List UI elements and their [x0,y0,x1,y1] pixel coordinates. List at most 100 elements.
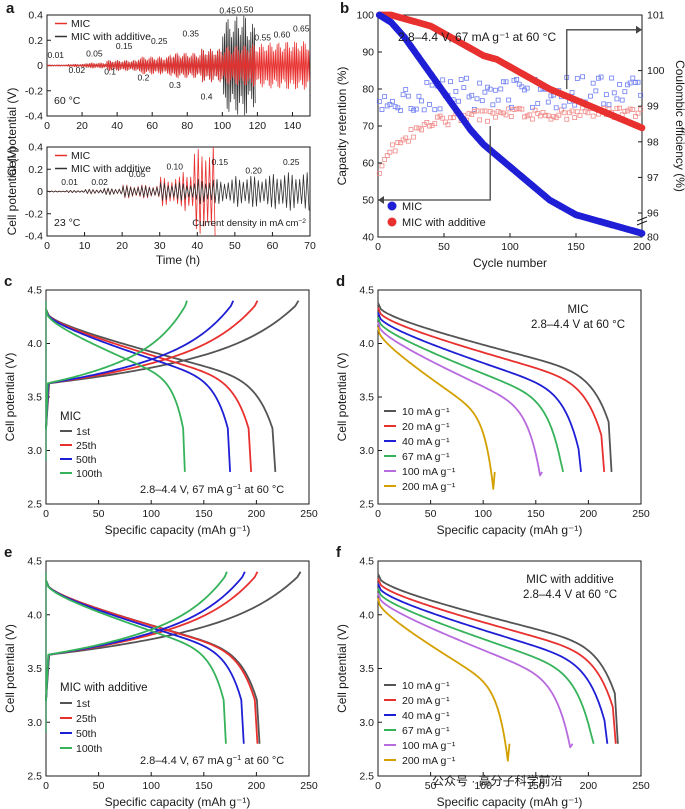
ce-point-additive [585,110,591,116]
ce-point-mic [413,106,419,112]
ce-point-additive [564,116,570,122]
ce-point-additive [582,108,588,114]
ce-point-mic [411,107,417,113]
x-tick-label: 100 [474,508,492,520]
ce-point-additive [627,106,633,112]
x-axis-title: Specific capacity (mAh g⁻¹) [437,795,583,809]
y-tick-label: 3.5 [27,663,42,675]
ce-point-additive [559,107,564,113]
legend-label: 200 mA g⁻¹ [402,481,456,493]
current-density-label: 0.65 [293,23,310,33]
x-tick-label: 150 [567,241,585,253]
current-density-label: 0.50 [237,4,254,14]
ce-point-additive [635,110,641,116]
retention-point-mic [638,229,646,237]
legend-label: 10 mA g⁻¹ [402,406,450,418]
ce-point-mic [424,79,430,85]
ce-point-mic [627,80,633,86]
arrowhead [378,196,384,204]
ce-point-mic [379,107,385,112]
retention-point-additive [638,124,646,132]
y-tick-label: 50 [362,195,374,207]
charge-curve [45,571,228,701]
ce-point-additive [432,121,438,126]
y-tick-label: 100 [356,10,374,22]
ce-point-additive [614,106,620,112]
legend-label: MIC with additive [71,31,151,43]
x-tick-label: 200 [248,780,266,792]
ce-point-mic [392,104,398,110]
legend-label: 1st [76,698,90,710]
x-tick-label: 50 [425,780,437,792]
x-tick-label: 250 [300,780,318,792]
current-density-label: 0.55 [254,32,271,42]
ce-point-additive [511,106,517,112]
y-axis-title: Cell potential (V) [3,624,17,713]
y2-tick-label: 96 [647,208,659,220]
current-density-label: 0.25 [283,157,300,167]
x-tick-label: 40 [111,120,123,132]
y-tick-label: 2.5 [27,499,42,511]
d-axes: 0 50 100 150 200 250 2.5 3.0 3.5 4.0 4.5 [359,285,650,521]
axis-break [636,216,648,226]
discharge-curve [377,592,574,749]
x-tick-label: 250 [632,780,650,792]
ce-point-additive [440,115,446,121]
x-tick-label: 150 [527,508,545,520]
current-density-label: 0.35 [182,28,199,38]
ce-point-mic [482,89,488,95]
legend-label: MIC with additive [402,217,486,229]
current-density-label: 0.20 [245,166,262,176]
panel-letter-f: f [336,544,342,561]
ce-point-mic [403,87,409,92]
ce-point-mic [500,79,506,85]
ce-point-mic [569,90,575,95]
ce-point-additive [633,113,638,119]
current-density-label: 0.15 [212,157,229,167]
ce-point-additive [419,127,424,133]
legend-label: 67 mA g⁻¹ [402,725,450,737]
ce-point-additive [527,112,533,118]
ce-point-additive [590,113,596,119]
legend-label: MIC [71,18,91,30]
x-tick-label: 80 [181,120,193,132]
x-tick-label: 0 [375,780,381,792]
ce-point-mic [387,102,393,107]
ce-point-mic [487,86,493,92]
ce-point-mic [503,79,509,85]
ce-point-mic [603,92,609,98]
ce-point-additive [387,149,393,155]
legend-label: MIC with additive [71,163,151,175]
discharge-curve [45,580,245,744]
ce-point-mic [405,93,411,99]
a_top-axes: 0 20 40 60 80 100 120 140 -0.4 -0.2 0 0.2 0.4 [25,10,311,132]
legend-label: 20 mA g⁻¹ [402,695,450,707]
y-tick-label: 4.5 [359,285,374,297]
current-density-note: Current density in mA cm−2 [192,218,306,230]
y-tick-label: 70 [362,121,374,133]
b-series [375,11,646,237]
current-density-label: 0.05 [129,169,146,179]
legend-marker [387,201,397,211]
current-density-label: 0.01 [61,177,78,187]
x-tick-label: 100 [501,241,519,253]
temperature-label: 23 °C [54,217,81,229]
ce-point-mic [638,92,644,98]
ce-point-additive [524,113,530,119]
x-tick-label: 250 [632,508,650,520]
ce-point-mic [633,80,638,85]
y-tick-label: 3.0 [359,717,374,729]
ce-point-mic [461,85,467,91]
watermark: 公众号 · 高分子科学前沿 [432,773,563,788]
panel-title: MIC with additive [526,574,614,586]
discharge-curve [45,580,227,744]
y2-tick-label: 99 [647,101,659,113]
current-density-label: 0.10 [166,161,183,171]
ce-point-additive [434,114,440,120]
ce-point-mic [384,103,390,109]
ce-point-mic [400,92,406,98]
ce-point-additive [448,115,454,121]
ce-point-mic [458,77,464,82]
ce-point-mic [580,74,585,80]
